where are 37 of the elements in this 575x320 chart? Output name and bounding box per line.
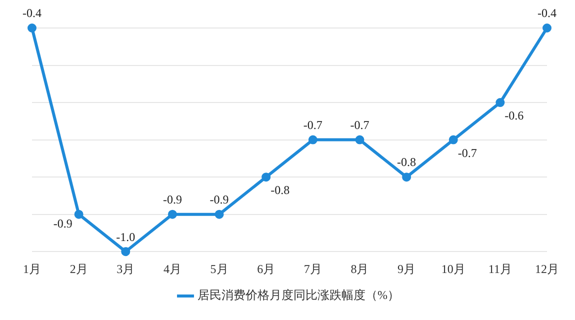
x-tick-label: 4月 [163, 262, 182, 276]
x-tick-label: 12月 [535, 262, 559, 276]
point [448, 135, 458, 144]
point [74, 210, 84, 219]
legend-label: 居民消费价格月度同比涨跌幅度（%） [198, 288, 400, 302]
point [496, 98, 505, 108]
x-tick-label: 6月 [257, 262, 276, 276]
x-tick-label: 1月 [23, 262, 41, 276]
point [402, 172, 412, 182]
x-tick-label: 9月 [398, 262, 416, 276]
data-label: -0.8 [270, 183, 290, 198]
point [121, 247, 130, 256]
data-label: -0.4 [538, 6, 556, 20]
data-label: -0.7 [303, 118, 322, 132]
x-tick-label: 2月 [70, 262, 88, 276]
data-label: -0.9 [210, 192, 229, 206]
data-label: -0.6 [504, 108, 524, 123]
point [355, 135, 364, 144]
data-label: -0.7 [350, 118, 370, 132]
x-tick-label: 8月 [350, 262, 369, 276]
point [542, 24, 552, 32]
data-label: -0.4 [22, 6, 42, 20]
data-label: -0.8 [397, 155, 416, 170]
point [262, 172, 271, 182]
data-label: -1.0 [116, 230, 136, 244]
point [308, 135, 318, 144]
data-label: -0.9 [162, 192, 182, 206]
data-label: -0.9 [53, 216, 72, 230]
x-tick-label: 11月 [488, 262, 512, 276]
x-tick-label: 7月 [304, 262, 322, 276]
x-tick-label: 10月 [441, 262, 466, 276]
point [214, 210, 224, 219]
data-label: -0.7 [458, 146, 477, 160]
x-tick-label: 3月 [116, 262, 135, 276]
point [28, 24, 36, 32]
x-tick-label: 5月 [210, 262, 228, 276]
point [168, 210, 177, 219]
